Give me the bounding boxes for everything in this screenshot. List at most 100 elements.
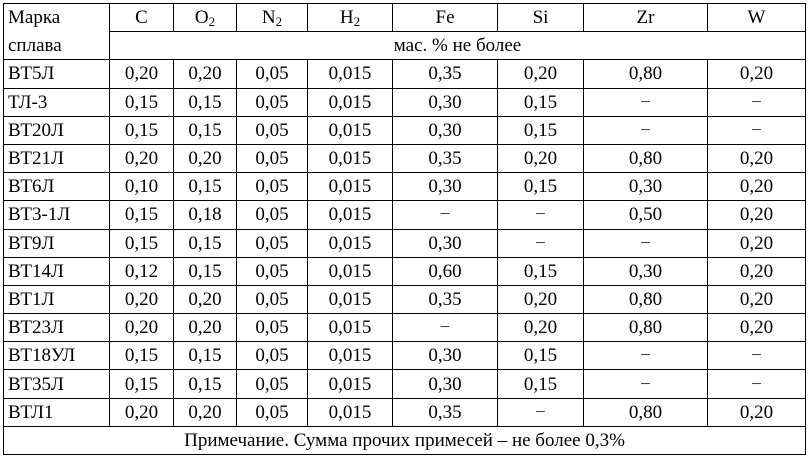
impurity-value-cell: 0,20 (497, 313, 584, 343)
element-symbol: Fe (435, 7, 455, 29)
element-symbol: Zr (636, 7, 655, 29)
alloy-grade-cell: ВТ5Л (3, 59, 110, 89)
alloy-grade-cell: ВТ6Л (3, 172, 110, 202)
impurity-value-cell: 0,30 (583, 256, 708, 286)
impurity-value-cell: 0,05 (236, 313, 308, 343)
table-row: ТЛ-3 0,15 0,15 0,05 0,015 0,30 0,15− − (3, 87, 806, 117)
impurity-value-cell: 0,35 (392, 397, 498, 427)
header-row-units: сплава мас. % не более (3, 31, 806, 61)
units-caption: мас. % не более (109, 31, 806, 61)
grade-header-line2: сплава (3, 31, 110, 61)
impurity-value-cell: − (497, 200, 584, 230)
impurity-value-cell: 0,30 (392, 369, 498, 399)
impurity-value-cell: 0,35 (392, 284, 498, 315)
element-header-zr: Zr (583, 2, 708, 33)
impurity-value-cell: 0,15 (173, 172, 237, 202)
impurity-value-cell: − (497, 397, 584, 427)
alloy-grade-cell: ВТ3-1Л (3, 200, 110, 230)
impurity-value-cell: 0,20 (707, 313, 806, 343)
impurity-value-cell: − (583, 115, 708, 145)
impurity-value-cell: 0,05 (236, 87, 308, 117)
element-subscript: 2 (208, 14, 216, 30)
impurity-value-cell: 0,015 (307, 59, 393, 89)
grade-header-line1: Марка (3, 2, 110, 32)
impurity-value-cell: 0,15 (173, 341, 237, 371)
table-row: ВТ23Л 0,20 0,20 0,05 0,015−0,20 0,80 0,20 (3, 313, 806, 343)
impurity-value-cell: 0,30 (392, 341, 498, 371)
impurity-value-cell: 0,15 (173, 228, 237, 258)
table-row: ВТЛ1 0,20 0,20 0,05 0,015 0,35−0,80 0,20 (3, 397, 806, 427)
element-subscript: 2 (275, 14, 283, 30)
impurity-value-cell: 0,80 (583, 143, 708, 174)
impurity-value-cell: 0,05 (236, 284, 308, 315)
impurity-value-cell: 0,015 (307, 200, 393, 230)
impurity-value-cell: 0,20 (707, 228, 806, 258)
alloy-grade-cell: ВТ20Л (3, 115, 110, 145)
impurity-value-cell: 0,015 (307, 228, 393, 258)
impurity-value-cell: 0,12 (109, 256, 174, 286)
element-header-o2: O2 (173, 2, 237, 33)
impurity-value-cell: − (707, 369, 806, 399)
impurity-value-cell: − (707, 87, 806, 117)
alloy-impurity-table: Марка C O2 N2 H2 Fe Si Zr W сплава мас. … (3, 2, 806, 456)
impurity-value-cell: 0,05 (236, 172, 308, 202)
table-row: ВТ21Л 0,20 0,20 0,05 0,015 0,35 0,20 0,80 0,20 (3, 143, 806, 174)
impurity-value-cell: 0,30 (583, 172, 708, 202)
impurity-value-cell: 0,15 (109, 228, 174, 258)
impurity-value-cell: 0,05 (236, 341, 308, 371)
table-row: ВТ14Л 0,12 0,15 0,05 0,015 0,60 0,15 0,30 0,20 (3, 256, 806, 286)
alloy-grade-cell: ВТ1Л (3, 284, 110, 315)
element-subscript: 2 (353, 14, 361, 30)
impurity-value-cell: 0,15 (173, 369, 237, 399)
impurity-value-cell: 0,20 (707, 397, 806, 427)
impurity-value-cell: 0,18 (173, 200, 237, 230)
alloy-grade-cell: ВТ9Л (3, 228, 110, 258)
impurity-value-cell: 0,05 (236, 143, 308, 174)
impurity-value-cell: 0,10 (109, 172, 174, 202)
table-row: ВТ9Л 0,15 0,15 0,05 0,015 0,30− −0,20 (3, 228, 806, 258)
element-symbol: Si (532, 7, 549, 29)
alloy-grade-cell: ВТ35Л (3, 369, 110, 399)
impurity-value-cell: 0,015 (307, 256, 393, 286)
element-header-c: C (109, 2, 174, 33)
element-symbol: W (747, 7, 766, 29)
impurity-value-cell: 0,20 (707, 172, 806, 202)
impurity-value-cell: 0,15 (497, 87, 584, 117)
impurity-value-cell: 0,20 (109, 313, 174, 343)
footnote-row: Примечание. Сумма прочих примесей – не б… (3, 425, 806, 456)
table-row: ВТ1Л 0,20 0,20 0,05 0,015 0,35 0,20 0,80 0,20 (3, 284, 806, 315)
element-header-n2: N2 (236, 2, 308, 33)
table-row: ВТ5Л 0,20 0,20 0,05 0,015 0,35 0,20 0,80 0,20 (3, 59, 806, 89)
impurity-value-cell: 0,20 (497, 284, 584, 315)
impurity-value-cell: 0,015 (307, 397, 393, 427)
header-row-elements: Марка C O2 N2 H2 Fe Si Zr W (3, 2, 806, 33)
element-header-w: W (707, 2, 806, 33)
impurity-value-cell: 0,30 (392, 228, 498, 258)
impurity-value-cell: 0,05 (236, 228, 308, 258)
impurity-value-cell: 0,15 (109, 87, 174, 117)
impurity-value-cell: 0,80 (583, 313, 708, 343)
impurity-value-cell: 0,20 (707, 284, 806, 315)
impurity-value-cell: 0,20 (109, 59, 174, 89)
impurity-value-cell: 0,80 (583, 397, 708, 427)
impurity-value-cell: 0,20 (109, 397, 174, 427)
impurity-value-cell: 0,015 (307, 143, 393, 174)
impurity-value-cell: 0,20 (173, 313, 237, 343)
impurity-value-cell: 0,15 (109, 341, 174, 371)
element-symbol: N (261, 7, 276, 29)
impurity-value-cell: 0,15 (497, 341, 584, 371)
impurity-value-cell: 0,20 (173, 59, 237, 89)
impurity-value-cell: 0,30 (392, 87, 498, 117)
element-symbol: H (339, 7, 354, 29)
impurity-value-cell: 0,015 (307, 341, 393, 371)
impurity-value-cell: 0,015 (307, 284, 393, 315)
alloy-grade-cell: ТЛ-3 (3, 87, 110, 117)
impurity-value-cell: − (583, 369, 708, 399)
impurity-value-cell: 0,015 (307, 313, 393, 343)
alloy-grade-cell: ВТ23Л (3, 313, 110, 343)
impurity-value-cell: − (497, 228, 584, 258)
impurity-value-cell: 0,015 (307, 172, 393, 202)
impurity-value-cell: − (583, 341, 708, 371)
impurity-value-cell: 0,30 (392, 115, 498, 145)
impurity-value-cell: 0,20 (707, 59, 806, 89)
